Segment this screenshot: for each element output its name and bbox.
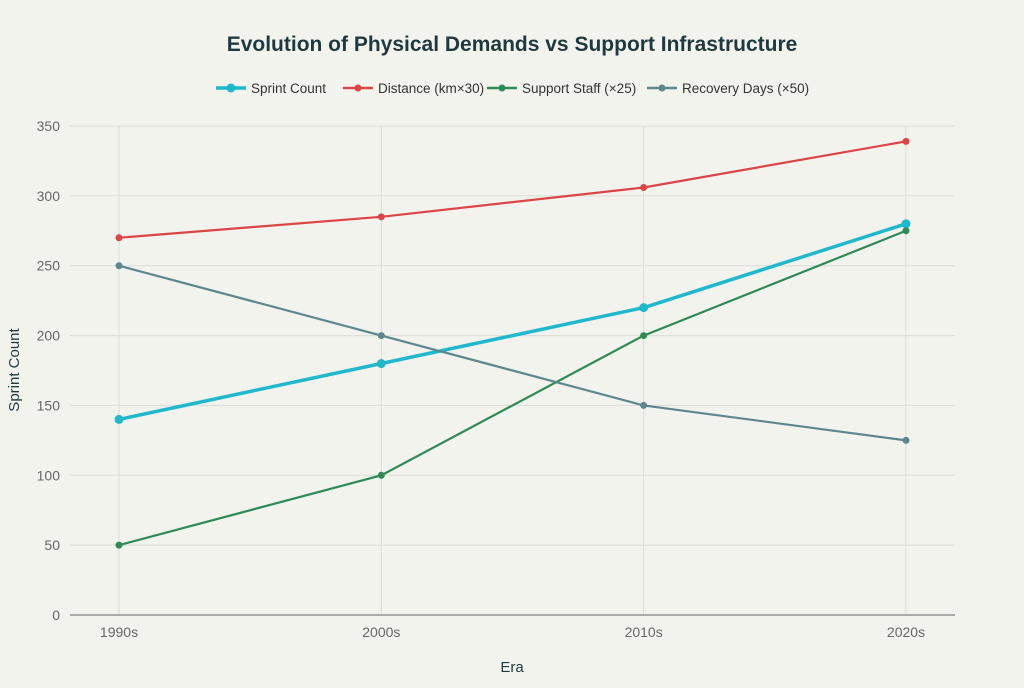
legend-marker [498,84,506,92]
series-3 [115,262,910,444]
legend-label: Recovery Days (×50) [682,81,809,96]
x-tick-label: 2010s [625,624,663,640]
y-axis-ticks: 0 50 100 150 200 250 300 350 [37,118,61,623]
data-point [902,436,910,444]
data-point [901,219,911,229]
y-tick-label: 50 [44,537,60,553]
data-point [377,332,385,340]
data-point [640,183,648,191]
data-point [114,414,124,424]
legend-label: Sprint Count [251,81,326,96]
legend-label: Distance (km×30) [378,81,484,96]
grid [70,125,955,615]
y-tick-label: 200 [37,328,61,344]
series-1 [115,137,910,242]
series-2 [115,227,910,549]
x-tick-label: 2000s [362,624,400,640]
legend-item: Recovery Days (×50) [647,81,809,96]
legend-item: Sprint Count [216,81,326,96]
data-point [639,303,649,313]
chart-title: Evolution of Physical Demands vs Support… [227,33,798,56]
data-point [902,137,910,145]
data-point [640,332,648,340]
legend-marker [226,83,236,93]
data-point [115,234,123,242]
series-line [118,229,907,547]
data-point [377,213,385,221]
y-tick-label: 350 [37,118,61,134]
data-point [640,401,648,409]
y-tick-label: 250 [37,258,61,274]
x-tick-label: 1990s [100,624,138,640]
legend-marker [658,84,666,92]
series-line [118,222,907,422]
x-axis-ticks: 1990s 2000s 2010s 2020s [100,624,925,640]
y-tick-label: 150 [37,397,61,413]
legend-item: Distance (km×30) [343,81,484,96]
legend-item: Support Staff (×25) [487,81,636,96]
data-point [115,541,123,549]
series-line [118,140,907,239]
series-line [118,264,907,442]
y-axis-label: Sprint Count [6,327,23,411]
data-point [377,471,385,479]
x-axis-label: Era [500,659,524,676]
data-point [902,227,910,235]
data-point [376,359,386,369]
series-group [114,137,911,549]
series-0 [114,219,911,424]
data-point [115,262,123,270]
legend: Sprint Count Distance (km×30) Support Staf… [216,81,809,96]
y-tick-label: 100 [37,467,61,483]
x-tick-label: 2020s [887,624,925,640]
legend-marker [354,84,362,92]
y-tick-label: 300 [37,188,61,204]
legend-label: Support Staff (×25) [522,81,636,96]
y-tick-label: 0 [52,607,60,623]
